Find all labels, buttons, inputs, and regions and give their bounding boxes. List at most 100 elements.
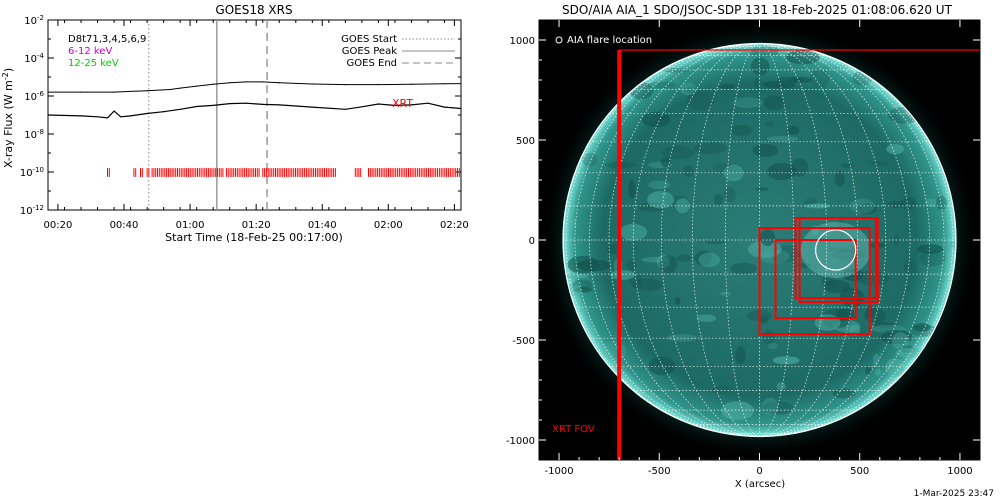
goes-data-point bbox=[163, 111, 165, 113]
goes-data-point bbox=[245, 102, 247, 104]
disk-texture-blob bbox=[759, 249, 790, 264]
goes-data-point bbox=[262, 81, 264, 83]
goes-data-point bbox=[146, 90, 148, 92]
disk-texture-blob bbox=[936, 195, 947, 211]
goes-title: GOES18 XRS bbox=[215, 3, 292, 17]
xrt-coverage-ticks bbox=[107, 168, 460, 177]
grid-longitude-line bbox=[759, 43, 859, 437]
disk-texture-blob bbox=[641, 257, 669, 263]
goes-y-axis-label: X-ray Flux (W m-2) bbox=[1, 68, 15, 168]
grid-longitude-line bbox=[759, 43, 887, 437]
legend-goes-start-label: GOES Start bbox=[341, 34, 397, 45]
disk-texture-blob bbox=[874, 322, 895, 328]
disk-texture-blob bbox=[875, 368, 882, 376]
goes-data-point bbox=[169, 88, 171, 91]
goes-data-point bbox=[278, 104, 280, 106]
disk-texture-blob bbox=[730, 262, 758, 275]
disk-texture-blob bbox=[924, 198, 938, 208]
disk-texture-blob bbox=[880, 330, 913, 345]
disk-texture-blob bbox=[832, 388, 856, 399]
disk-texture-blob bbox=[674, 297, 681, 305]
grid-longitude-line bbox=[759, 43, 930, 437]
goes-ylabel-close: ) bbox=[2, 68, 15, 72]
legend-high-energy: 12-25 keV bbox=[68, 58, 119, 69]
disk-texture-blob bbox=[873, 353, 880, 367]
goes-x-tick-label: 00:40 bbox=[110, 220, 139, 231]
disk-texture-blob bbox=[626, 260, 637, 270]
goes-data-point bbox=[179, 87, 181, 89]
grid-longitude-line bbox=[725, 43, 760, 437]
disk-texture-blob bbox=[752, 143, 779, 157]
goes-panel: GOES18 XRS 10-12 10-10 10-8 10-6 10-4 10-2 00… bbox=[1, 3, 469, 244]
grid-longitude-line bbox=[759, 43, 911, 437]
goes-data-point bbox=[410, 104, 412, 106]
goes-y-tick-label: 10-12 bbox=[20, 204, 44, 217]
goes-data-point bbox=[113, 110, 115, 112]
disk-texture-blob bbox=[886, 144, 904, 155]
disk-texture-blob bbox=[767, 342, 778, 350]
aia-x-tick-label: 500 bbox=[850, 466, 869, 477]
legend-goes-end-label: GOES End bbox=[347, 58, 397, 69]
disk-texture-blob bbox=[786, 125, 800, 135]
solar-limb bbox=[562, 42, 957, 438]
disk-texture-blob bbox=[676, 254, 692, 262]
legend-goes-peak-label: GOES Peak bbox=[342, 46, 397, 57]
disk-texture-blob bbox=[661, 68, 690, 73]
goes-data-point bbox=[48, 91, 49, 93]
disk-texture-blob bbox=[773, 356, 800, 365]
disk-texture-blob bbox=[656, 254, 671, 269]
goes-x-tick-label: 01:40 bbox=[308, 220, 337, 231]
goes-ylabel-exp: -2 bbox=[1, 72, 10, 80]
footer-timestamp: 1-Mar-2025 23:47 bbox=[914, 489, 994, 499]
legend-low-energy: 6-12 keV bbox=[68, 46, 112, 57]
disk-texture-blob bbox=[900, 196, 917, 210]
disk-texture-blob bbox=[721, 401, 755, 420]
disk-texture-blob bbox=[777, 76, 804, 83]
disk-texture-blob bbox=[682, 165, 694, 178]
goes-data-point bbox=[311, 106, 313, 108]
disk-texture-blob bbox=[916, 244, 944, 254]
disk-texture-blob bbox=[776, 382, 786, 391]
goes-data-point bbox=[179, 108, 181, 110]
goes-series-group bbox=[48, 81, 461, 119]
aia-x-axis: -1000 -500 0 500 1000 bbox=[545, 20, 973, 477]
grid-longitude-line bbox=[759, 43, 945, 437]
disk-texture-blob bbox=[713, 163, 735, 173]
disk-texture-blob bbox=[659, 255, 678, 273]
goes-y-tick-label: 10-6 bbox=[24, 90, 44, 103]
disk-texture-blob bbox=[903, 259, 918, 275]
disk-texture-blob bbox=[647, 191, 675, 209]
disk-texture-blob bbox=[805, 203, 830, 209]
goes-data-point bbox=[48, 114, 49, 116]
goes-y-tick-label: 10-8 bbox=[24, 128, 44, 141]
goes-data-point bbox=[212, 104, 214, 106]
goes-data-point bbox=[130, 115, 132, 117]
disk-texture-blob bbox=[766, 136, 799, 142]
disk-texture-blob bbox=[760, 228, 775, 246]
goes-x-tick-label: 02:20 bbox=[440, 220, 469, 231]
disk-texture-blob bbox=[704, 239, 725, 245]
disk-texture-blob bbox=[641, 111, 670, 128]
aia-y-tick-label: 1000 bbox=[510, 36, 535, 47]
goes-data-point bbox=[97, 116, 99, 118]
disk-texture-blob bbox=[747, 240, 782, 259]
disk-texture-blob bbox=[693, 142, 728, 154]
aia-legend-label: AIA flare location bbox=[567, 35, 652, 46]
goes-data-point bbox=[146, 112, 148, 115]
disk-texture-blob bbox=[723, 187, 736, 203]
xrt-fov-boxes bbox=[617, 49, 980, 460]
goes-data-point bbox=[377, 84, 379, 86]
goes-data-point bbox=[344, 84, 346, 86]
disk-texture-blob bbox=[885, 358, 906, 378]
goes-ylabel-main: X-ray Flux (W m bbox=[2, 80, 15, 168]
aia-y-axis: -1000 -500 0 500 1000 bbox=[506, 36, 980, 447]
aia-y-tick-label: -1000 bbox=[506, 436, 535, 447]
disk-texture-blob bbox=[694, 250, 713, 266]
disk-texture-blob bbox=[732, 97, 763, 109]
goes-x-axis-label: Start Time (18-Feb-25 00:17:00) bbox=[165, 231, 343, 244]
disk-texture-blob bbox=[848, 324, 861, 336]
grid-longitude-line bbox=[589, 43, 760, 437]
disk-texture-blob bbox=[751, 57, 770, 76]
goes-data-point bbox=[229, 82, 231, 84]
